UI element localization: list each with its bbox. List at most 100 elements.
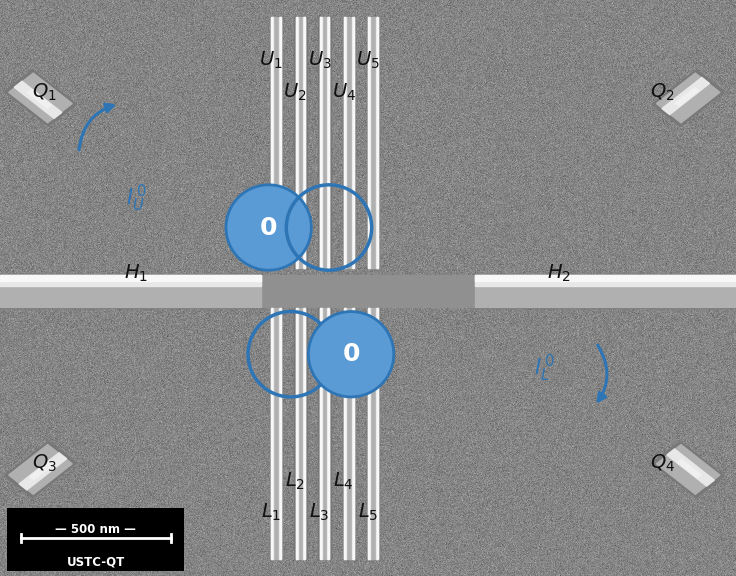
Bar	[369, 308, 378, 559]
Bar	[377, 17, 378, 268]
Polygon shape	[4, 70, 77, 126]
Text: $U_{4}$: $U_{4}$	[332, 82, 355, 103]
Text: $L_{2}$: $L_{2}$	[285, 471, 305, 491]
Bar	[344, 308, 353, 559]
Bar	[303, 308, 305, 559]
Text: $Q_{1}$: $Q_{1}$	[32, 82, 57, 103]
Bar	[475, 275, 736, 307]
Text: $\mathit{I}_{U}^{\,0}$: $\mathit{I}_{U}^{\,0}$	[126, 183, 146, 214]
Polygon shape	[652, 441, 724, 498]
Bar	[367, 17, 380, 268]
Polygon shape	[652, 70, 724, 126]
Text: $\mathit{I}_{L}^{\,0}$: $\mathit{I}_{L}^{\,0}$	[534, 353, 555, 384]
Bar	[271, 17, 273, 268]
Bar	[352, 308, 354, 559]
Polygon shape	[657, 445, 720, 494]
Text: $U_{5}$: $U_{5}$	[356, 50, 380, 71]
Bar	[353, 17, 354, 268]
Text: $U_{1}$: $U_{1}$	[259, 50, 283, 71]
Text: $U_{3}$: $U_{3}$	[308, 50, 331, 71]
Text: $Q_{4}$: $Q_{4}$	[650, 453, 675, 474]
Bar	[319, 308, 329, 559]
Polygon shape	[30, 461, 54, 480]
Bar	[295, 17, 297, 268]
Polygon shape	[667, 449, 715, 486]
Bar	[318, 308, 330, 559]
Bar	[304, 308, 305, 559]
Bar	[269, 308, 282, 559]
Polygon shape	[14, 81, 62, 119]
Text: $Q_{3}$: $Q_{3}$	[32, 453, 57, 474]
Polygon shape	[9, 73, 72, 123]
Bar	[0, 275, 261, 307]
Bar	[369, 308, 370, 559]
Bar	[344, 17, 346, 268]
Bar	[352, 17, 354, 268]
Polygon shape	[4, 441, 77, 498]
Bar	[328, 17, 330, 268]
Polygon shape	[9, 445, 72, 494]
Bar	[367, 308, 380, 559]
Text: USTC-QT: USTC-QT	[66, 555, 125, 569]
Bar	[279, 308, 281, 559]
Bar	[279, 17, 281, 268]
Bar	[271, 17, 272, 268]
Bar	[318, 17, 330, 268]
Text: $H_{2}$: $H_{2}$	[548, 263, 571, 284]
Bar	[294, 308, 306, 559]
Bar	[344, 17, 353, 268]
Text: 0: 0	[260, 215, 277, 240]
Bar	[319, 17, 329, 268]
Ellipse shape	[226, 185, 311, 270]
Text: $L_{3}$: $L_{3}$	[309, 502, 330, 523]
Bar	[269, 17, 282, 268]
Bar	[475, 275, 736, 281]
Bar	[261, 275, 475, 307]
Text: $L_{1}$: $L_{1}$	[261, 502, 281, 523]
Text: $H_{1}$: $H_{1}$	[124, 263, 148, 284]
Bar	[304, 17, 305, 268]
Polygon shape	[19, 453, 67, 490]
Bar	[295, 308, 297, 559]
Bar	[353, 308, 354, 559]
Polygon shape	[678, 459, 701, 478]
Bar	[319, 17, 321, 268]
Bar	[303, 17, 305, 268]
Text: $L_{5}$: $L_{5}$	[358, 502, 378, 523]
Bar	[280, 17, 281, 268]
Polygon shape	[27, 90, 51, 108]
Bar	[319, 17, 322, 268]
Polygon shape	[662, 77, 710, 115]
Text: — 500 nm —: — 500 nm —	[55, 522, 136, 536]
Bar	[376, 308, 378, 559]
Bar	[295, 17, 297, 268]
Bar	[271, 308, 272, 559]
Bar	[271, 17, 281, 268]
Bar	[344, 308, 346, 559]
Bar	[0, 275, 261, 286]
Bar	[342, 17, 355, 268]
Bar	[344, 308, 345, 559]
Bar	[280, 308, 281, 559]
Polygon shape	[675, 88, 698, 106]
Bar	[377, 308, 378, 559]
Bar	[342, 308, 355, 559]
Text: $U_{2}$: $U_{2}$	[283, 82, 307, 103]
Bar	[295, 17, 305, 268]
Bar	[473, 274, 736, 308]
Bar	[295, 308, 297, 559]
Text: $L_{4}$: $L_{4}$	[333, 471, 354, 491]
Bar	[369, 17, 378, 268]
Bar	[344, 17, 345, 268]
Bar	[319, 308, 321, 559]
Text: $Q_{2}$: $Q_{2}$	[650, 82, 675, 103]
Bar	[0, 274, 263, 308]
Polygon shape	[657, 73, 720, 123]
Bar	[376, 17, 378, 268]
Ellipse shape	[308, 312, 394, 397]
Bar	[328, 17, 330, 268]
Bar	[319, 308, 322, 559]
Bar	[7, 508, 184, 571]
Bar	[328, 308, 330, 559]
Bar	[271, 308, 273, 559]
